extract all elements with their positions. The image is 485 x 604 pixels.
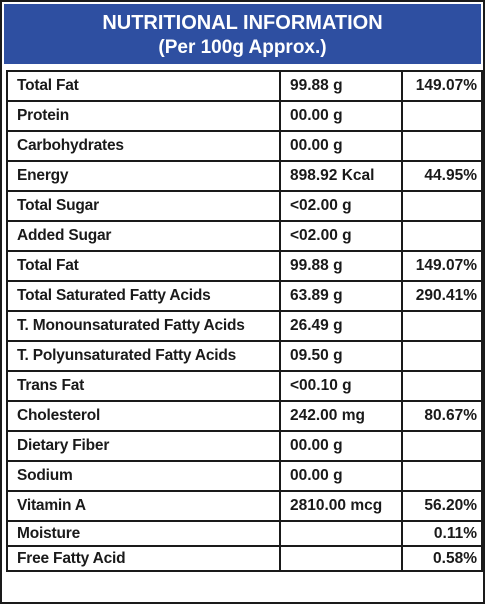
nutrient-percent: 44.95% <box>401 160 483 192</box>
nutrient-value: 63.89 g <box>279 280 403 312</box>
nutrient-percent: 149.07% <box>401 250 483 282</box>
nutrient-name: Sodium <box>6 460 281 492</box>
nutrient-name: Total Fat <box>6 70 281 102</box>
nutrient-name: Total Saturated Fatty Acids <box>6 280 281 312</box>
nutrient-value: <02.00 g <box>279 190 403 222</box>
nutrient-value: 00.00 g <box>279 430 403 462</box>
nutrient-value: 99.88 g <box>279 250 403 282</box>
nutrient-name: Carbohydrates <box>6 130 281 162</box>
nutrient-percent: 149.07% <box>401 70 483 102</box>
nutrient-value: <00.10 g <box>279 370 403 402</box>
nutrient-name: Energy <box>6 160 281 192</box>
nutrient-value: 898.92 Kcal <box>279 160 403 192</box>
nutrient-value: 00.00 g <box>279 100 403 132</box>
nutrient-percent: 0.11% <box>401 520 483 547</box>
nutrient-percent <box>401 310 483 342</box>
nutrient-value <box>279 520 403 547</box>
nutrient-percent <box>401 370 483 402</box>
nutrient-value: 99.88 g <box>279 70 403 102</box>
nutrient-name: Added Sugar <box>6 220 281 252</box>
nutrient-name: T. Polyunsaturated Fatty Acids <box>6 340 281 372</box>
nutrient-name: Dietary Fiber <box>6 430 281 462</box>
nutrient-percent: 80.67% <box>401 400 483 432</box>
nutrient-percent <box>401 220 483 252</box>
nutrient-name: Protein <box>6 100 281 132</box>
nutrient-percent <box>401 130 483 162</box>
header-title: NUTRITIONAL INFORMATION <box>102 12 383 34</box>
nutrient-percent: 290.41% <box>401 280 483 312</box>
nutrient-percent: 56.20% <box>401 490 483 522</box>
table-row: Added Sugar <02.00 g <box>6 220 483 252</box>
table-row: Vitamin A 2810.00 mcg 56.20% <box>6 490 483 522</box>
nutrient-name: Total Sugar <box>6 190 281 222</box>
nutrient-percent <box>401 340 483 372</box>
table-row: Dietary Fiber 00.00 g <box>6 430 483 462</box>
nutrient-name: Vitamin A <box>6 490 281 522</box>
header-subtitle: (Per 100g Approx.) <box>158 37 327 58</box>
table-row: T. Polyunsaturated Fatty Acids 09.50 g <box>6 340 483 372</box>
nutrient-name: T. Monounsaturated Fatty Acids <box>6 310 281 342</box>
nutrition-table: Total Fat 99.88 g 149.07% Protein 00.00 … <box>6 70 483 572</box>
nutrient-name: Trans Fat <box>6 370 281 402</box>
table-row: Carbohydrates 00.00 g <box>6 130 483 162</box>
table-row: T. Monounsaturated Fatty Acids 26.49 g <box>6 310 483 342</box>
nutrient-value: <02.00 g <box>279 220 403 252</box>
nutrient-percent <box>401 190 483 222</box>
nutrient-percent <box>401 100 483 132</box>
nutrient-value: 00.00 g <box>279 460 403 492</box>
table-row: Moisture 0.11% <box>6 520 483 547</box>
nutrient-value: 26.49 g <box>279 310 403 342</box>
nutrient-value: 00.00 g <box>279 130 403 162</box>
table-row: Trans Fat <00.10 g <box>6 370 483 402</box>
table-row: Free Fatty Acid 0.58% <box>6 545 483 572</box>
nutrient-value: 2810.00 mcg <box>279 490 403 522</box>
table-row: Total Sugar <02.00 g <box>6 190 483 222</box>
nutrient-value: 09.50 g <box>279 340 403 372</box>
nutrient-percent: 0.58% <box>401 545 483 572</box>
nutrient-percent <box>401 460 483 492</box>
nutrient-name: Cholesterol <box>6 400 281 432</box>
table-row: Total Saturated Fatty Acids 63.89 g 290.… <box>6 280 483 312</box>
table-row: Cholesterol 242.00 mg 80.67% <box>6 400 483 432</box>
nutrient-name: Moisture <box>6 520 281 547</box>
table-row: Total Fat 99.88 g 149.07% <box>6 70 483 102</box>
table-row: Total Fat 99.88 g 149.07% <box>6 250 483 282</box>
nutrient-name: Total Fat <box>6 250 281 282</box>
table-row: Protein 00.00 g <box>6 100 483 132</box>
table-row: Energy 898.92 Kcal 44.95% <box>6 160 483 192</box>
nutrient-value: 242.00 mg <box>279 400 403 432</box>
nutrient-percent <box>401 430 483 462</box>
nutrition-header: NUTRITIONAL INFORMATION (Per 100g Approx… <box>4 4 481 64</box>
nutrient-value <box>279 545 403 572</box>
table-row: Sodium 00.00 g <box>6 460 483 492</box>
nutrient-name: Free Fatty Acid <box>6 545 281 572</box>
